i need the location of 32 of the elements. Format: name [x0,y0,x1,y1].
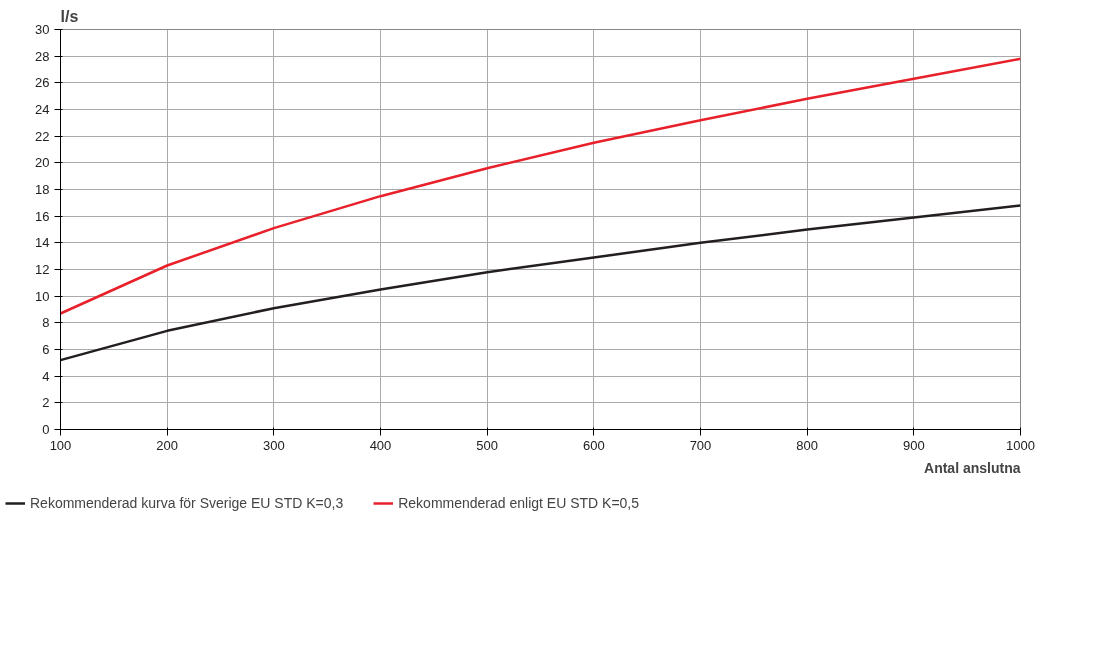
x-tick-label: 1000 [1006,437,1035,453]
y-tick-label: 4 [42,368,50,384]
x-tick-label: 100 [49,437,72,453]
y-tick-label: 0 [42,422,50,437]
y-tick-label: 20 [35,155,50,171]
y-tick-label: 16 [35,208,50,224]
y-tick-label: 22 [35,128,50,144]
y-tick-label: 12 [35,262,50,277]
x-tick-label: 300 [262,437,285,453]
x-tick-label: 900 [902,437,925,453]
x-tick-label: 500 [476,437,499,453]
line-series [60,57,1021,315]
y-axis-title: l/s [60,7,79,25]
line-series [60,204,1021,362]
y-tick-label: 26 [35,75,50,91]
y-tick-label: 14 [35,235,50,251]
y-tick-label: 2 [42,395,50,411]
legend-label: Rekommenderad kurva för Sverige EU STD K=0,3 [30,494,344,511]
x-tick-label: 200 [156,437,179,453]
y-tick-label: 30 [35,22,50,37]
x-axis-title: Antal anslutna [924,459,1021,476]
y-tick-label: 6 [42,342,50,357]
x-tick-label: 400 [369,437,392,453]
x-tick-label: 600 [582,437,605,453]
y-tick-label: 8 [42,315,50,331]
x-tick-label: 800 [796,437,819,453]
y-tick-label: 18 [35,182,50,197]
legend-label: Rekommenderad enligt EU STD K=0,5 [398,494,640,511]
y-tick-label: 10 [35,288,50,304]
x-tick-label: 700 [689,437,712,453]
y-tick-label: 24 [35,102,50,117]
y-tick-label: 28 [35,48,50,64]
